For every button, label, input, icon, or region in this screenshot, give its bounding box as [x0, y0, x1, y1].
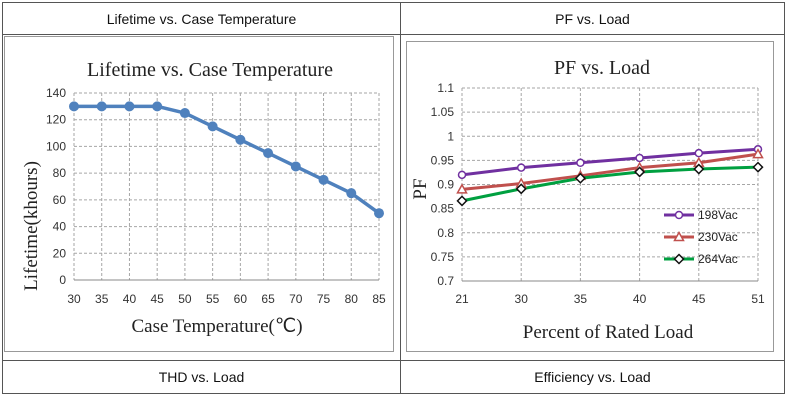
y-tick-label: 1.05 [431, 105, 455, 119]
x-axis-label: Case Temperature(℃) [131, 316, 302, 337]
x-tick-label: 35 [95, 292, 109, 306]
y-tick-label: 1 [447, 129, 454, 143]
lifetime-point [179, 108, 190, 119]
x-tick-label: 30 [67, 292, 81, 306]
lifetime-chart: Lifetime vs. Case Temperature 0 20 40 60 80 1… [4, 36, 394, 352]
x-tick-label: 60 [234, 292, 248, 306]
x-tick-label: 45 [692, 292, 706, 306]
chart-border [4, 36, 394, 352]
series-point-264Vac [456, 195, 468, 207]
series-point-198Vac [457, 170, 467, 180]
x-tick-label: 45 [151, 292, 165, 306]
series-point-264Vac [634, 166, 646, 178]
pf-chart: PF vs. Load 0.7 0.75 0.8 0.85 0.9 0.95 1 1.05 1.… [406, 41, 774, 352]
series-point-198Vac [576, 158, 585, 168]
y-axis-label: PF [410, 178, 431, 199]
lifetime-point [152, 101, 163, 112]
x-tick-label: 35 [574, 292, 588, 306]
y-tick-label: 80 [53, 166, 67, 180]
series-point-264Vac [574, 172, 586, 184]
x-tick-label: 40 [633, 292, 647, 306]
x-tick-label: 30 [515, 292, 529, 306]
lifetime-point [124, 101, 135, 112]
legend-marker-230Vac [673, 230, 685, 242]
chart-table: Lifetime vs. Case Temperature PF vs. Loa… [2, 2, 785, 394]
y-axis-label: Lifetime(khours) [21, 161, 42, 291]
y-tick-label: 0 [59, 273, 66, 287]
x-tick-label: 21 [455, 292, 469, 306]
y-tick-label: 100 [46, 139, 66, 153]
x-tick-label: 50 [178, 292, 192, 306]
y-tick-label: 0.75 [431, 250, 455, 264]
row-divider-bottom [3, 360, 784, 361]
x-tick-label: 55 [206, 292, 220, 306]
lifetime-point [207, 121, 218, 132]
legend-marker-264Vac [673, 253, 685, 265]
legend-label-198Vac: 198Vac [698, 208, 738, 222]
lifetime-point [96, 101, 107, 112]
y-tick-label: 0.9 [437, 178, 454, 192]
series-point-198Vac [694, 148, 704, 158]
chart-border [406, 41, 774, 352]
y-tick-label: 20 [53, 246, 67, 260]
column-divider [400, 3, 401, 393]
lifetime-point [69, 101, 79, 112]
series-line-230Vac [461, 152, 759, 191]
x-tick-label: 85 [372, 292, 386, 306]
legend-label-230Vac: 230Vac [698, 230, 738, 244]
series-point-198Vac [635, 153, 644, 163]
x-tick-label: 40 [123, 292, 137, 306]
y-tick-label: 1.1 [437, 81, 454, 95]
lifetime-point [263, 148, 274, 159]
series-point-264Vac [752, 161, 764, 173]
lifetime-point [290, 161, 301, 172]
y-tick-label: 140 [46, 86, 66, 100]
x-axis-label: Percent of Rated Load [523, 322, 694, 343]
series-line-264Vac [461, 165, 759, 203]
x-tick-label: 51 [751, 292, 765, 306]
series-point-264Vac [693, 163, 705, 175]
thd-footer: THD vs. Load [158, 369, 245, 385]
pf-header: PF vs. Load [555, 10, 630, 27]
y-tick-label: 0.95 [431, 153, 455, 167]
series-point-230Vac [752, 148, 764, 159]
x-tick-label: 75 [317, 292, 331, 306]
lifetime-point [346, 188, 357, 199]
lifetime-point [235, 134, 246, 145]
series-point-230Vac [456, 183, 468, 194]
y-tick-label: 60 [53, 193, 67, 207]
efficiency-footer: Efficiency vs. Load [534, 369, 651, 385]
chart-title: PF vs. Load [554, 57, 650, 79]
y-tick-label: 0.7 [437, 274, 454, 288]
legend-label-264Vac: 264Vac [698, 252, 738, 266]
lifetime-header: Lifetime vs. Case Temperature [106, 10, 297, 27]
y-tick-label: 0.85 [431, 202, 455, 216]
lifetime-point [318, 174, 329, 185]
chart-title: Lifetime vs. Case Temperature [87, 59, 333, 81]
x-tick-label: 65 [261, 292, 275, 306]
legend-marker-198Vac [674, 210, 684, 220]
series-point-264Vac [515, 183, 527, 195]
y-tick-label: 40 [53, 220, 67, 234]
x-tick-label: 80 [345, 292, 359, 306]
x-tick-label: 70 [289, 292, 303, 306]
series-line-198Vac [461, 147, 759, 177]
y-tick-label: 120 [46, 113, 66, 127]
y-tick-label: 0.8 [437, 226, 454, 240]
series-point-198Vac [516, 163, 526, 172]
lifetime-point [374, 208, 384, 219]
row-divider-top [3, 34, 784, 35]
